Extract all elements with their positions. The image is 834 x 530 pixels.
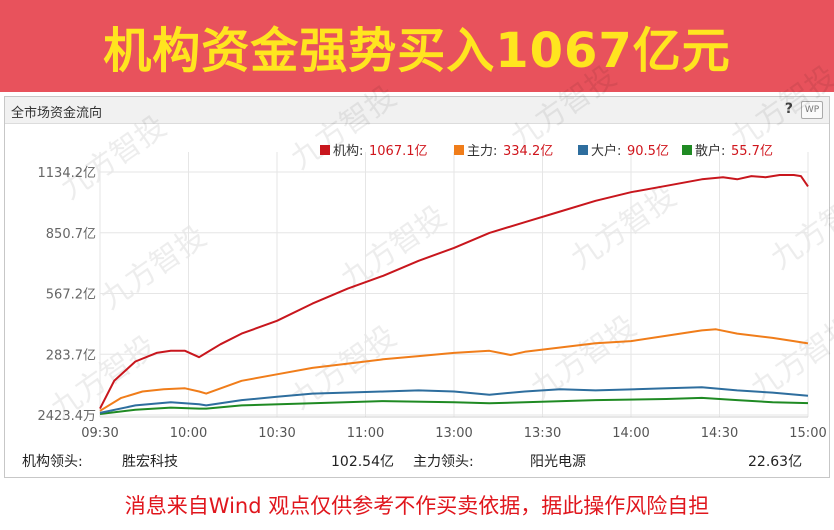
series-layer	[99, 174, 809, 415]
legend-swatch	[682, 145, 692, 155]
x-tick-label: 15:00	[789, 426, 826, 441]
legend: 机构: 1067.1亿 主力: 334.2亿 大户: 90.5亿 散户: 55.7亿	[320, 143, 773, 159]
legend-swatch	[454, 145, 464, 155]
x-tick-label: 13:30	[524, 426, 561, 441]
legend-value: 334.2亿	[503, 144, 553, 159]
x-tick-label: 11:00	[347, 426, 384, 441]
panel-header: 全市场资金流向 ? WP	[5, 97, 829, 124]
y-axis: 2423.4万 283.7亿 567.2亿 850.7亿 1134.2亿	[38, 166, 97, 424]
x-tick-label: 14:00	[612, 426, 649, 441]
legend-swatch	[320, 145, 330, 155]
watermark-text: 九方智投	[765, 179, 834, 276]
series-line-大户	[99, 386, 809, 414]
chart-panel: 全市场资金流向 ? WP	[4, 96, 830, 478]
x-tick-label: 13:00	[435, 426, 472, 441]
x-tick-label: 09:30	[81, 426, 118, 441]
y-tick-label: 283.7亿	[46, 348, 96, 363]
legend-label: 大户:	[591, 143, 621, 159]
y-tick-label: 1134.2亿	[38, 166, 97, 181]
help-icon[interactable]: ?	[784, 101, 793, 117]
y-tick-label: 567.2亿	[46, 288, 96, 303]
legend-label: 机构:	[333, 144, 363, 159]
leader-row: 机构领头: 胜宏科技 102.54亿 主力领头: 阳光电源 22.63亿	[22, 451, 812, 471]
main-lead-name: 阳光电源	[530, 454, 586, 470]
legend-label: 主力:	[467, 144, 497, 159]
banner-title: 机构资金强势买入1067亿元	[103, 23, 731, 79]
watermark-text: 九方智投	[505, 59, 623, 156]
org-lead-label: 机构领头:	[22, 454, 83, 470]
main-lead-label: 主力领头:	[413, 454, 474, 470]
x-tick-label: 10:30	[258, 426, 295, 441]
series-line-散户	[99, 396, 809, 415]
org-lead-name: 胜宏科技	[122, 454, 178, 470]
legend-swatch	[578, 145, 588, 155]
y-tick-label: 2423.4万	[38, 409, 97, 424]
series-line-机构	[99, 174, 809, 410]
banner: 机构资金强势买入1067亿元	[0, 0, 834, 92]
wp-icon[interactable]: WP	[801, 101, 823, 119]
watermark-text: 九方智投	[335, 199, 453, 296]
x-axis: 09:30 10:00 10:30 11:00 13:00 13:30 14:00 14:30…	[81, 426, 826, 441]
main-lead-value: 22.63亿	[748, 454, 803, 470]
org-lead-value: 102.54亿	[331, 454, 394, 470]
legend-value: 55.7亿	[731, 144, 773, 159]
y-tick-label: 850.7亿	[46, 227, 96, 242]
x-tick-label: 14:30	[701, 426, 738, 441]
watermark-text: 九方智投	[725, 59, 834, 156]
disclaimer: 消息来自Wind 观点仅供参考不作买卖依据，据此操作风险自担	[124, 494, 710, 518]
legend-value: 90.5亿	[627, 144, 669, 159]
series-line-主力	[99, 328, 809, 412]
legend-value: 1067.1亿	[369, 144, 428, 159]
x-tick-label: 10:00	[170, 426, 207, 441]
watermark-text: 九方智投	[95, 219, 213, 316]
panel-title: 全市场资金流向	[11, 106, 103, 121]
watermark-text: 九方智投	[285, 79, 403, 176]
watermark-text: 九方智投	[55, 109, 173, 206]
legend-label: 散户:	[695, 143, 725, 159]
grid-layer	[99, 152, 809, 418]
